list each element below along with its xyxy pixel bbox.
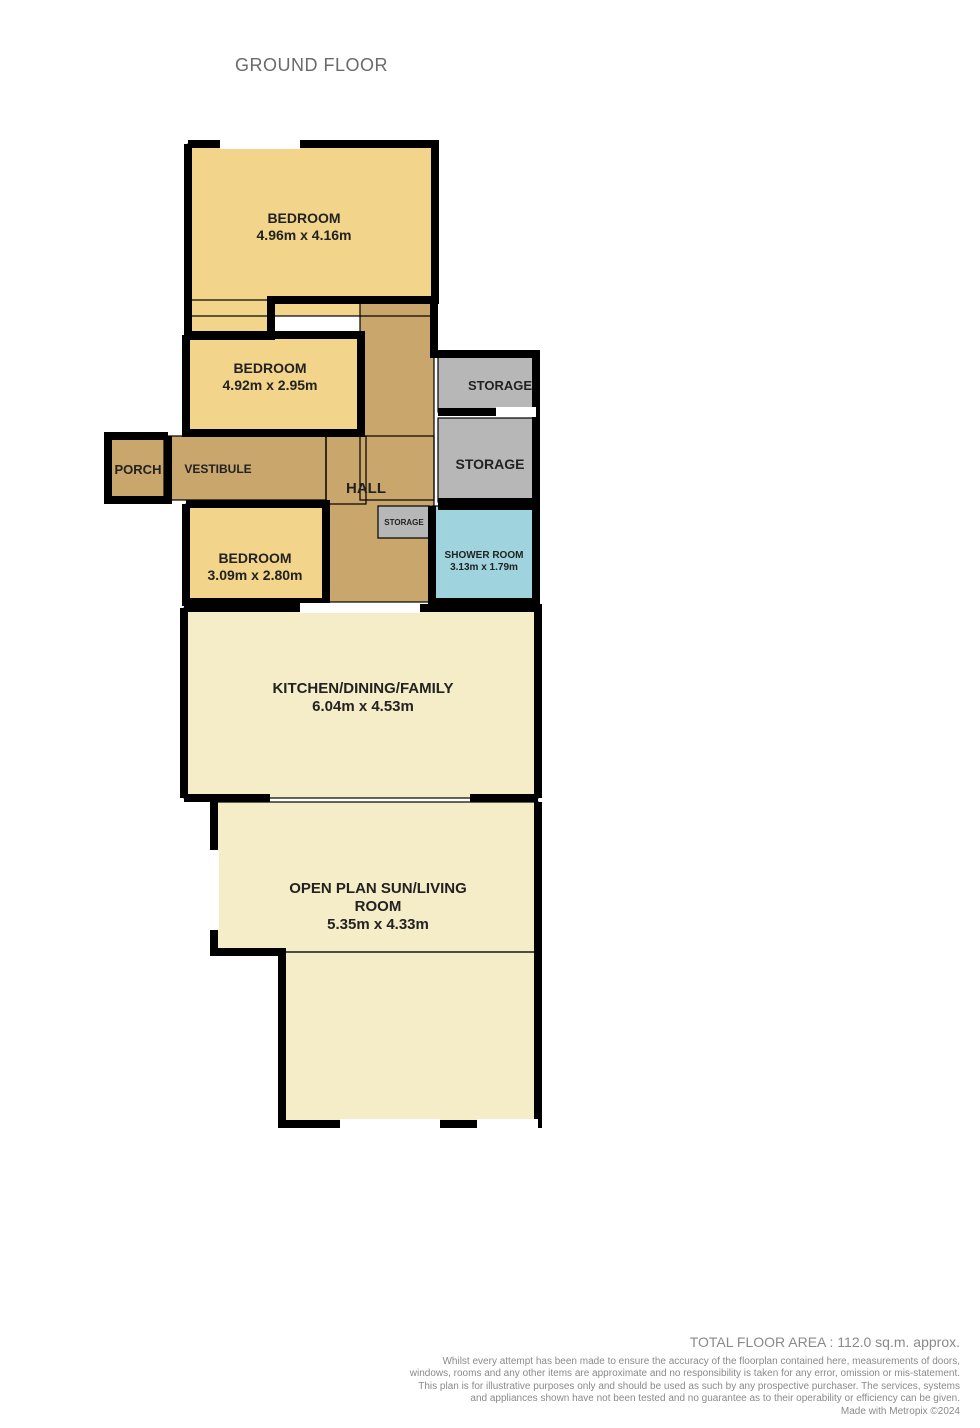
disclaimer-text: Whilst every attempt has been made to en… <box>400 1356 960 1406</box>
footer: TOTAL FLOOR AREA : 112.0 sq.m. approx. W… <box>400 1334 960 1418</box>
floorplan-svg <box>0 0 980 1428</box>
credit-text: Made with Metropix ©2024 <box>400 1406 960 1419</box>
total-area-line: TOTAL FLOOR AREA : 112.0 sq.m. approx. <box>400 1334 960 1352</box>
